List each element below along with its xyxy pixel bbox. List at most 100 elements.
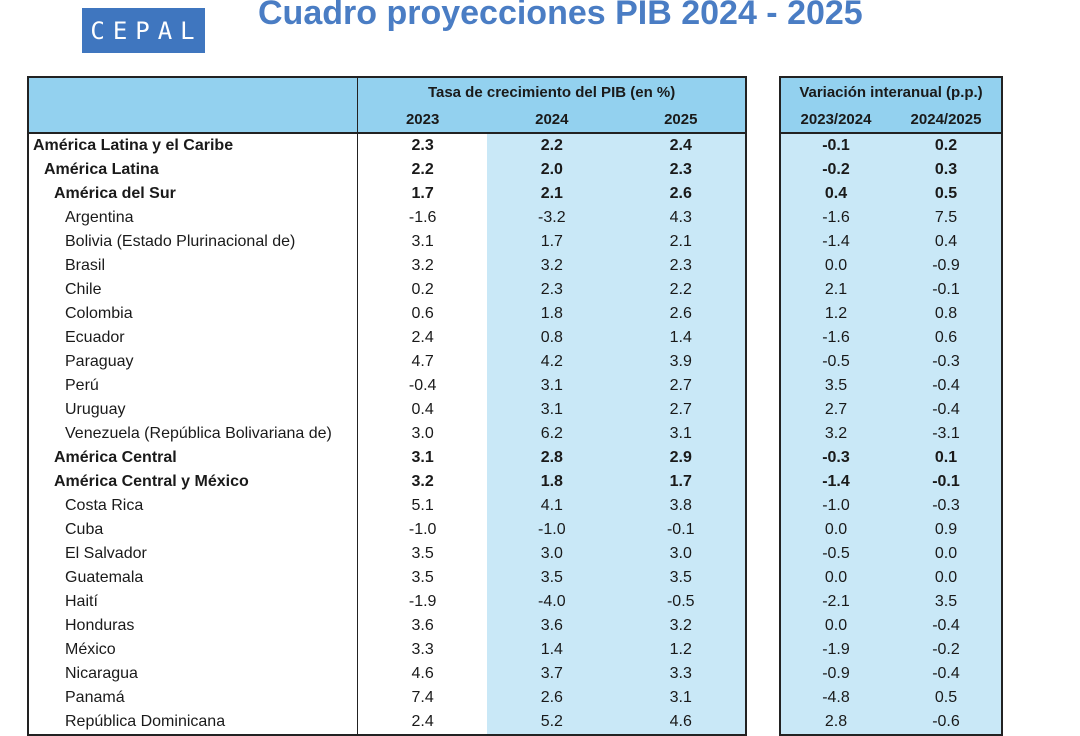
- country-name-cell: México: [28, 638, 359, 662]
- growth-2023-cell: 3.3: [411, 641, 434, 658]
- growth-2023-cell: 3.6: [411, 617, 434, 634]
- variation-periods-row: 2023/2024 2024/2025: [780, 107, 1002, 134]
- growth-2023-cell: 2.2: [411, 161, 434, 178]
- growth-2024-cell: 3.1: [487, 374, 617, 398]
- country-name-cell: Argentina: [28, 206, 359, 230]
- country-name-cell: Cuba: [28, 518, 359, 542]
- table-row: Ecuador 2.4 0.8 1.4: [28, 326, 746, 350]
- country-name-cell: Paraguay: [28, 350, 359, 374]
- country-name-cell: América Central y México: [28, 470, 359, 494]
- page-title: Cuadro proyecciones PIB 2024 - 2025: [258, 0, 863, 32]
- growth-2025-cell: 2.6: [616, 182, 746, 206]
- country-name-cell: América Latina: [28, 158, 359, 182]
- table-row: -1.6 0.6: [780, 326, 1002, 350]
- variation-2023-2024-cell: 0.0: [780, 518, 891, 542]
- variation-2023-2024-cell: -4.8: [780, 686, 891, 710]
- table-row: América Central y México 3.2 1.8 1.7: [28, 470, 746, 494]
- variation-2023-2024-cell: 2.7: [780, 398, 891, 422]
- variation-2024-2025-cell: 0.1: [891, 446, 1002, 470]
- year-header-2025: 2025: [616, 107, 746, 134]
- growth-2025-cell: 2.7: [616, 398, 746, 422]
- variation-2023-2024-cell: 0.0: [780, 254, 891, 278]
- variation-2023-2024-cell: -1.4: [780, 230, 891, 254]
- growth-2025-cell: 3.2: [616, 614, 746, 638]
- variation-2024-2025-cell: 0.0: [891, 542, 1002, 566]
- variation-2023-2024-cell: -1.6: [780, 206, 891, 230]
- growth-2024-cell: 4.2: [487, 350, 617, 374]
- growth-2023-cell: 5.1: [411, 497, 434, 514]
- variation-2024-2025-cell: -0.4: [891, 662, 1002, 686]
- country-name-cell: Guatemala: [28, 566, 359, 590]
- variation-2023-2024-cell: 0.0: [780, 566, 891, 590]
- country-name-cell: América Latina y el Caribe: [28, 133, 359, 158]
- growth-2023-cell: 4.6: [411, 665, 434, 682]
- growth-2025-cell: 2.6: [616, 302, 746, 326]
- table-row: -4.8 0.5: [780, 686, 1002, 710]
- table-row: Argentina -1.6 -3.2 4.3: [28, 206, 746, 230]
- variation-2024-2025-cell: 3.5: [891, 590, 1002, 614]
- table-row: Perú -0.4 3.1 2.7: [28, 374, 746, 398]
- growth-2025-cell: 1.7: [616, 470, 746, 494]
- period-header-2024-2025: 2024/2025: [891, 107, 1002, 134]
- variation-2024-2025-cell: 0.2: [891, 133, 1002, 158]
- growth-2023-cell: 3.1: [411, 233, 434, 250]
- table-row: -1.4 -0.1: [780, 470, 1002, 494]
- variation-2023-2024-cell: -0.2: [780, 158, 891, 182]
- variation-2024-2025-cell: 0.5: [891, 686, 1002, 710]
- growth-2025-cell: 1.4: [616, 326, 746, 350]
- growth-2023-cell: -0.4: [408, 377, 437, 394]
- growth-2024-cell: 6.2: [487, 422, 617, 446]
- variation-2024-2025-cell: -0.6: [891, 710, 1002, 735]
- country-name-cell: Haití: [28, 590, 359, 614]
- variation-table: Variación interanual (p.p.) 2023/2024 20…: [779, 76, 1003, 736]
- growth-2024-cell: 5.2: [487, 710, 617, 735]
- table-row: Colombia 0.6 1.8 2.6: [28, 302, 746, 326]
- growth-years-row: 2023 2024 2025: [28, 107, 746, 134]
- period-header-2023-2024: 2023/2024: [780, 107, 891, 134]
- country-name-cell: Uruguay: [28, 398, 359, 422]
- growth-2024-cell: 3.0: [487, 542, 617, 566]
- table-row: 3.5 -0.4: [780, 374, 1002, 398]
- table-row: México 3.3 1.4 1.2: [28, 638, 746, 662]
- cepal-logo: CEPAL: [82, 8, 205, 53]
- growth-2023-cell: -1.0: [408, 521, 437, 538]
- name-header-cell: [28, 77, 359, 107]
- table-row: República Dominicana 2.4 5.2 4.6: [28, 710, 746, 735]
- variation-2023-2024-cell: 2.8: [780, 710, 891, 735]
- variation-2024-2025-cell: -0.4: [891, 398, 1002, 422]
- growth-2025-cell: -0.5: [616, 590, 746, 614]
- growth-2024-cell: 1.8: [487, 470, 617, 494]
- country-name-cell: Colombia: [28, 302, 359, 326]
- table-row: Honduras 3.6 3.6 3.2: [28, 614, 746, 638]
- country-name-cell: Venezuela (República Bolivariana de): [28, 422, 359, 446]
- growth-2023-cell: 2.4: [411, 329, 434, 346]
- year-header-2023: 2023: [357, 107, 488, 134]
- growth-2024-cell: 2.8: [487, 446, 617, 470]
- table-row: 2.1 -0.1: [780, 278, 1002, 302]
- variation-2024-2025-cell: 0.5: [891, 182, 1002, 206]
- growth-2025-cell: 2.3: [616, 158, 746, 182]
- country-name-cell: Bolivia (Estado Plurinacional de): [28, 230, 359, 254]
- growth-header-row: Tasa de crecimiento del PIB (en %): [28, 77, 746, 107]
- table-row: Paraguay 4.7 4.2 3.9: [28, 350, 746, 374]
- growth-2025-cell: 2.9: [616, 446, 746, 470]
- variation-header-row: Variación interanual (p.p.): [780, 77, 1002, 107]
- growth-2023-cell: 4.7: [411, 353, 434, 370]
- table-row: 0.0 -0.4: [780, 614, 1002, 638]
- growth-2024-cell: 3.6: [487, 614, 617, 638]
- country-name-cell: República Dominicana: [28, 710, 359, 735]
- table-row: -2.1 3.5: [780, 590, 1002, 614]
- variation-2023-2024-cell: 3.2: [780, 422, 891, 446]
- growth-2023-cell: 7.4: [411, 689, 434, 706]
- growth-2024-cell: 2.6: [487, 686, 617, 710]
- growth-2024-cell: 2.2: [487, 133, 617, 158]
- variation-2024-2025-cell: -0.3: [891, 350, 1002, 374]
- table-row: Bolivia (Estado Plurinacional de) 3.1 1.7 2…: [28, 230, 746, 254]
- table-row: -1.0 -0.3: [780, 494, 1002, 518]
- variation-2024-2025-cell: 7.5: [891, 206, 1002, 230]
- growth-2025-cell: 3.1: [616, 686, 746, 710]
- variation-2023-2024-cell: -1.6: [780, 326, 891, 350]
- growth-2024-cell: 1.7: [487, 230, 617, 254]
- growth-2024-cell: 3.5: [487, 566, 617, 590]
- variation-2024-2025-cell: 0.8: [891, 302, 1002, 326]
